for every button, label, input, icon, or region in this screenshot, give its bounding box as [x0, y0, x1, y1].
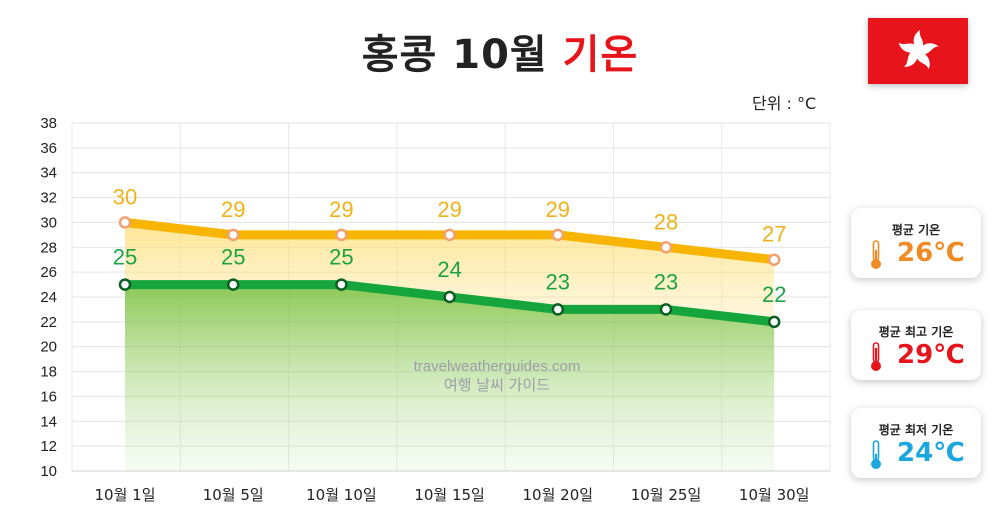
y-tick-label: 24	[40, 289, 57, 306]
low-data-label: 25	[329, 245, 353, 270]
high-data-label: 29	[546, 197, 570, 222]
low-series-point	[767, 315, 781, 329]
x-tick-label: 10월 1일	[95, 486, 156, 504]
high-data-label: 29	[329, 197, 353, 222]
low-series-point	[551, 303, 565, 316]
low-data-label: 23	[546, 269, 570, 294]
x-tick-label: 10월 10일	[306, 486, 377, 504]
hong-kong-flag	[868, 18, 968, 84]
avg-high-card: 평균 최고 기온 29℃	[851, 310, 981, 380]
low-data-label: 25	[113, 245, 137, 270]
chart-title-accent: 기온	[562, 32, 639, 78]
y-tick-label: 14	[40, 413, 57, 430]
avg-low-card: 평균 최저 기온 24℃	[851, 408, 981, 478]
high-series-point	[443, 228, 456, 242]
low-series-point	[659, 303, 673, 316]
y-tick-label: 20	[40, 339, 57, 356]
high-data-label: 30	[113, 184, 137, 209]
thermometer-icon	[871, 440, 881, 469]
x-tick-label: 10월 20일	[523, 486, 594, 504]
x-tick-label: 10월 30일	[739, 486, 810, 504]
high-series-point	[551, 228, 565, 242]
avg-high-label: 평균 최고 기온	[878, 325, 954, 339]
avg-low-label: 평균 최저 기온	[878, 423, 954, 437]
y-tick-label: 36	[40, 140, 57, 157]
y-tick-label: 10	[40, 463, 57, 480]
low-data-label: 22	[762, 282, 786, 307]
high-data-label: 29	[221, 197, 245, 222]
low-series-point	[443, 290, 456, 304]
high-series-point	[767, 253, 781, 266]
y-tick-label: 38	[40, 115, 57, 132]
low-data-label: 25	[221, 245, 245, 270]
low-series-point	[118, 278, 132, 291]
y-tick-label: 12	[40, 438, 57, 455]
y-tick-label: 18	[40, 364, 57, 381]
y-tick-label: 34	[40, 165, 57, 182]
y-tick-label: 16	[40, 388, 57, 405]
chart-title: 홍콩 10월 기온	[0, 22, 1000, 80]
high-data-label: 29	[437, 197, 461, 222]
y-tick-label: 30	[40, 214, 57, 231]
chart-title-main: 홍콩 10월	[361, 32, 548, 78]
avg-temp-card: 평균 기온 26℃	[851, 208, 981, 278]
y-tick-label: 26	[40, 264, 57, 281]
watermark-korean: 여행 날씨 가이드	[444, 376, 550, 394]
thermometer-icon	[871, 240, 881, 269]
y-tick-label: 32	[40, 190, 57, 207]
thermometer-icon	[871, 342, 881, 371]
avg-low-value: 24℃	[897, 438, 965, 468]
avg-temp-label: 평균 기온	[891, 223, 941, 237]
x-tick-label: 10월 25일	[631, 486, 702, 504]
high-series-point	[659, 241, 673, 254]
high-series-point	[118, 216, 132, 229]
x-tick-label: 10월 15일	[414, 486, 485, 504]
avg-high-value: 29℃	[897, 340, 965, 370]
low-data-label: 24	[437, 257, 461, 282]
bauhinia-flower-icon	[898, 30, 939, 70]
low-data-label: 23	[654, 269, 678, 294]
high-data-label: 27	[762, 222, 786, 247]
watermark-url: travelweatherguides.com	[414, 358, 581, 375]
y-tick-label: 22	[40, 314, 57, 331]
high-series-point	[226, 228, 240, 242]
x-tick-label: 10월 5일	[203, 486, 264, 504]
low-series-point	[335, 278, 348, 291]
avg-temp-value: 26℃	[897, 238, 965, 268]
high-series-point	[335, 228, 348, 242]
low-series-point	[226, 278, 240, 291]
low-series-area	[125, 284, 775, 471]
y-tick-label: 28	[40, 239, 57, 256]
unit-label: 단위 : °C	[752, 94, 817, 113]
high-data-label: 28	[654, 209, 678, 234]
high-series-area	[125, 222, 775, 322]
